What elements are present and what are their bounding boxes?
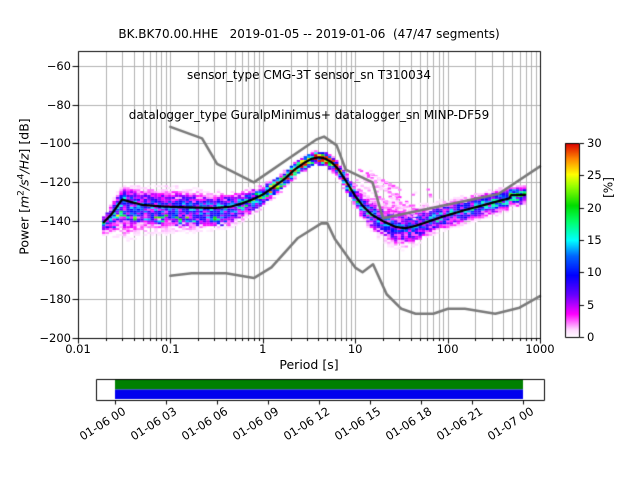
x-tick-label: 0.01 [65,342,91,356]
colorbar-tick-label: 20 [587,200,602,215]
y-tick-label: −160 [39,253,71,268]
colorbar-tick-label: 25 [587,168,602,183]
y-tick-label: −80 [46,97,71,112]
y-axis-label-segment: m [16,195,32,209]
plot-title-line3: datalogger_type GuralpMinimus+ datalogge… [128,108,490,122]
x-axis-label: Period [s] [279,357,339,372]
y-tick-label: −140 [39,214,71,229]
plot-title-line2: sensor_type CMG-3T sensor_sn T310034 [186,67,432,82]
y-tick-label: −60 [46,58,71,73]
colorbar-tick-label: 10 [587,265,602,280]
y-axis-label-segment: Hz [16,153,32,170]
colorbar-tick-label: 0 [587,330,595,344]
y-tick-label: −180 [39,292,71,307]
y-tick-label: −100 [39,136,71,151]
plot-title-line1: BK.BK70.00.HHE 2019-01-05 -- 2019-01-06 … [118,27,500,41]
y-axis-label-segment: / [16,169,32,174]
y-axis-label-segment: ] [dB] [16,118,32,154]
colorbar-tick-label: 5 [587,297,595,312]
y-tick-label: −120 [39,175,71,190]
colorbar-label: [%] [601,177,616,198]
y-tick-label: −200 [39,331,71,345]
y-axis-label-segment: / [16,185,32,191]
x-tick-label: 0.1 [161,342,180,356]
x-tick-label: 1 [259,342,267,356]
x-tick-label: 10 [347,342,363,356]
y-axis-label-segment: 2 [16,190,27,196]
colorbar-tick-label: 15 [587,233,602,247]
colorbar-tick-label: 30 [587,136,602,150]
x-tick-label: 100 [436,342,459,356]
y-axis-label-segment: s [16,179,32,186]
y-axis-label-segment: 4 [16,173,27,180]
plot-title-block: BK.BK70.00.HHE 2019-01-05 -- 2019-01-06 … [78,1,540,150]
y-axis-label-segment: Power [ [16,208,32,255]
x-tick-label: 1000 [525,342,555,356]
